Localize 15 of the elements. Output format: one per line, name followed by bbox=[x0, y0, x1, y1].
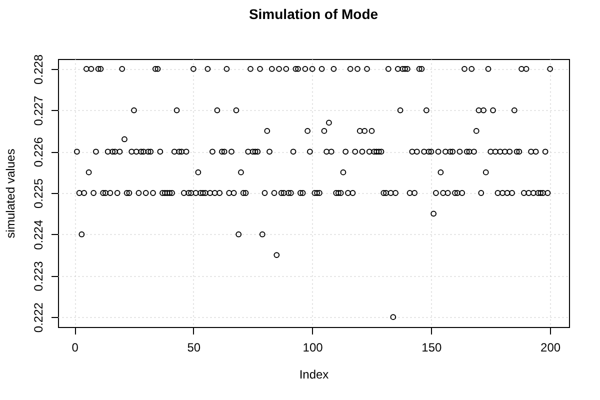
y-tick-label: 0.223 bbox=[32, 260, 46, 292]
y-tick-label: 0.228 bbox=[32, 54, 46, 84]
y-tick-label: 0.224 bbox=[32, 220, 46, 250]
x-tick-label: 150 bbox=[422, 340, 442, 354]
y-tick-label: 0.226 bbox=[32, 136, 46, 168]
y-tick-label: 0.222 bbox=[32, 302, 46, 333]
x-tick-label: 100 bbox=[302, 340, 324, 354]
y-tick-label: 0.225 bbox=[32, 178, 46, 209]
chart-title: Simulation of Mode bbox=[248, 6, 378, 22]
x-tick-label: 50 bbox=[187, 340, 201, 354]
y-tick-label: 0.227 bbox=[32, 95, 46, 126]
x-tick-label: 0 bbox=[72, 340, 79, 354]
x-axis-title: Index bbox=[299, 368, 329, 382]
x-tick-label: 200 bbox=[540, 340, 561, 354]
y-axis-title: simulated values bbox=[4, 148, 18, 238]
